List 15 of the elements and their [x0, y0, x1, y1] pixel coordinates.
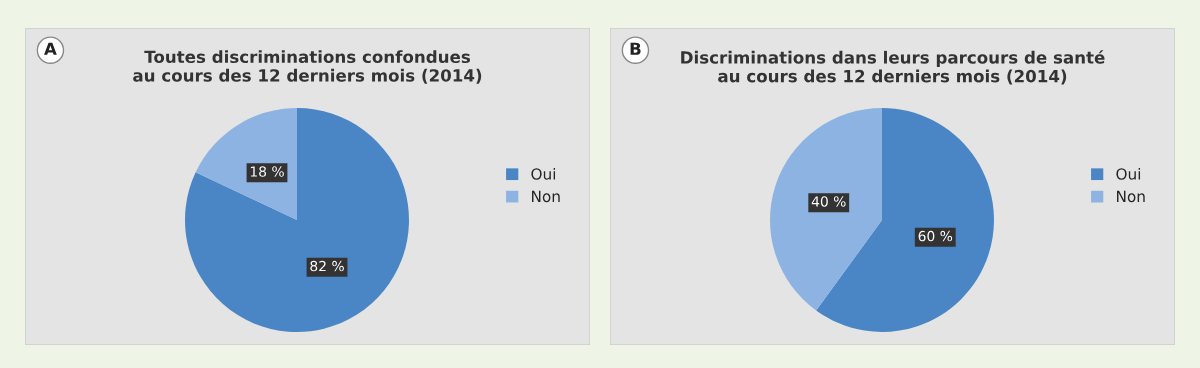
pie-slice	[770, 108, 882, 311]
legend-label: Non	[532, 190, 560, 203]
text: B	[630, 42, 641, 55]
data-label: 60 %	[918, 230, 953, 242]
legend-label: Oui	[531, 167, 556, 180]
legend-label: Oui	[1116, 167, 1141, 180]
data-label: 18 %	[250, 166, 284, 177]
pie-slice	[185, 108, 409, 332]
text: A	[44, 42, 57, 55]
pie-slice	[195, 108, 297, 220]
chart-title: Toutes discriminations confondues au cours des 12 derniers mois (2014)	[133, 50, 482, 84]
legend-label: Non	[1117, 190, 1145, 203]
data-label: 40 %	[811, 196, 846, 207]
chart-title: Discriminations dans leurs parcours de santé au cours des 12 derniers mois (2014)	[681, 50, 1105, 85]
data-label: 82 %	[310, 260, 344, 272]
